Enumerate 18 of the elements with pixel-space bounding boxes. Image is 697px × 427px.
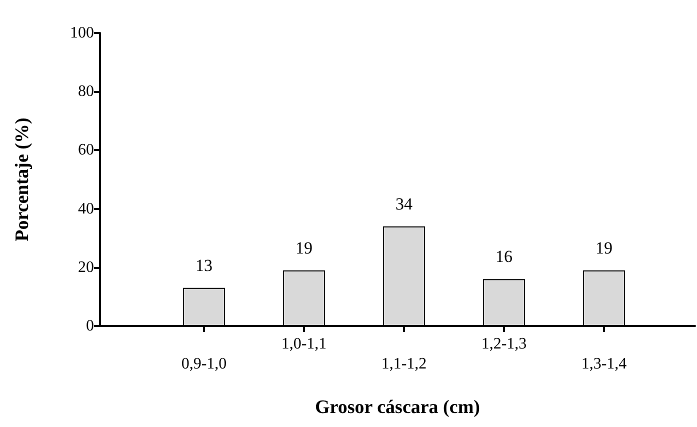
x-tick-label: 1,1-1,2	[381, 356, 427, 372]
data-label: 19	[596, 238, 612, 258]
y-tick-label: 80	[78, 83, 94, 100]
y-tick-label: 20	[78, 258, 94, 276]
x-axis-title: Grosor cáscara (cm)	[315, 397, 480, 418]
x-tick-label: 1,0-1,1	[281, 336, 327, 352]
y-tick-label: 0	[86, 318, 94, 334]
y-axis-title: Porcentaje (%)	[12, 118, 33, 242]
y-tick-label: 40	[78, 200, 94, 218]
y-tick-label: 60	[78, 142, 94, 159]
x-tick-label: 0,9-1,0	[181, 356, 227, 372]
x-tick-label: 1,3-1,4	[581, 356, 627, 372]
y-tick-label: 100	[70, 24, 94, 42]
data-label: 16	[496, 247, 512, 266]
data-label: 34	[396, 194, 413, 214]
data-label: 13	[196, 256, 212, 275]
x-tick-label: 1,2-1,3	[481, 336, 527, 352]
data-label: 19	[296, 238, 312, 258]
